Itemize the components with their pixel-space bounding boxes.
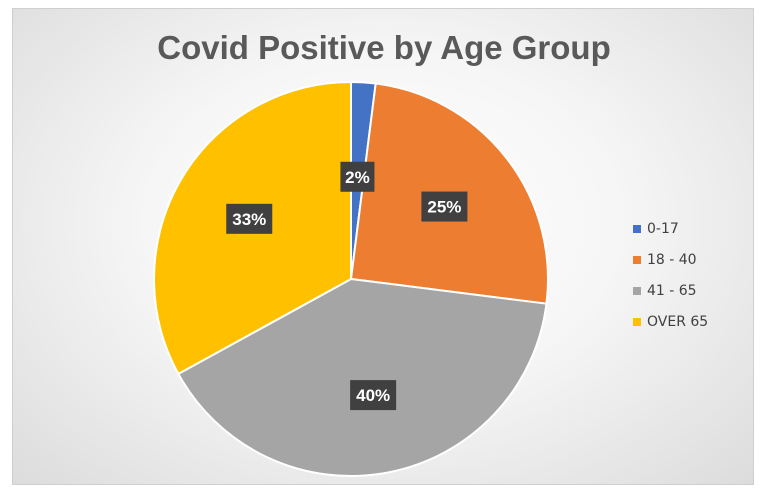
data-label-box-3 xyxy=(226,203,273,234)
pie-slice-2 xyxy=(177,277,548,477)
legend-item-2: 41 - 65 xyxy=(633,279,708,302)
data-label-3: 33% xyxy=(226,203,273,234)
legend-swatch-2 xyxy=(633,286,641,295)
data-label-2: 40% xyxy=(350,380,397,411)
data-label-box-2 xyxy=(350,380,397,411)
data-label-1: 25% xyxy=(421,191,468,222)
legend-label-2: 41 - 65 xyxy=(647,282,697,299)
data-label-text-3: 33% xyxy=(232,210,266,229)
data-label-box-0 xyxy=(340,161,375,192)
data-label-box-1 xyxy=(421,191,468,222)
legend-item-1: 18 - 40 xyxy=(633,248,708,271)
chart-title: Covid Positive by Age Group xyxy=(157,29,611,66)
legend-swatch-1 xyxy=(633,255,641,264)
data-label-0: 2% xyxy=(340,161,375,192)
data-label-text-0: 2% xyxy=(345,168,370,187)
legend-item-0: 0-17 xyxy=(633,217,708,240)
data-label-text-2: 40% xyxy=(356,386,390,405)
legend-item-3: OVER 65 xyxy=(633,310,708,333)
legend-label-0: 0-17 xyxy=(647,220,679,237)
legend-label-3: OVER 65 xyxy=(647,313,709,330)
legend-swatch-0 xyxy=(633,224,641,233)
chart-area: Covid Positive by Age Group 2% 25% 40% 33% … xyxy=(12,8,754,485)
legend: 0-17 18 - 40 41 - 65 OVER 65 xyxy=(633,217,708,341)
legend-label-1: 18 - 40 xyxy=(647,251,697,268)
data-label-text-1: 25% xyxy=(427,198,461,217)
legend-swatch-3 xyxy=(633,317,641,326)
pie-chart: 2% 25% 40% 33% xyxy=(153,80,549,477)
